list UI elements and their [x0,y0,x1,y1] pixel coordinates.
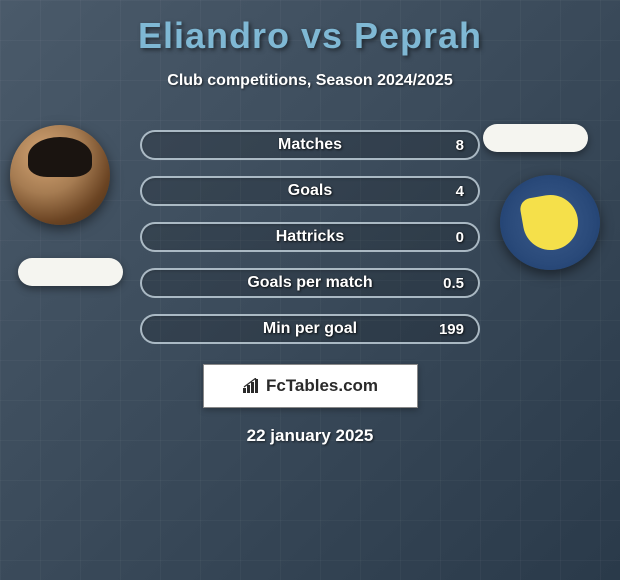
stat-row-min-per-goal: Min per goal 199 [140,314,480,344]
stat-label: Goals [288,182,332,200]
stat-label: Goals per match [247,274,372,292]
chart-icon [242,378,262,394]
brand-box: FcTables.com [203,364,418,408]
player-left-avatar [10,125,110,225]
player-left-badge [18,258,123,286]
stat-label: Min per goal [263,320,357,338]
stat-row-goals: Goals 4 [140,176,480,206]
stat-row-goals-per-match: Goals per match 0.5 [140,268,480,298]
stat-value: 199 [439,321,464,338]
stat-value: 0 [456,229,464,246]
player-right-club-logo [500,175,600,270]
page-title: Eliandro vs Peprah [0,15,620,57]
date-text: 22 january 2025 [0,426,620,446]
stat-value: 4 [456,183,464,200]
stat-value: 0.5 [443,275,464,292]
player-right-badge [483,124,588,152]
stat-label: Matches [278,136,342,154]
brand-text: FcTables.com [266,376,378,396]
stat-row-hattricks: Hattricks 0 [140,222,480,252]
page-subtitle: Club competitions, Season 2024/2025 [0,72,620,90]
stat-row-matches: Matches 8 [140,130,480,160]
stat-value: 8 [456,137,464,154]
stat-label: Hattricks [276,228,344,246]
